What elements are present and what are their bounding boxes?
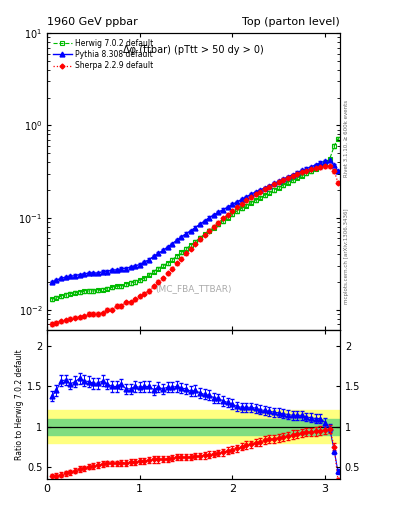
- Legend: Herwig 7.0.2 default, Pythia 8.308 default, Sherpa 2.2.9 default: Herwig 7.0.2 default, Pythia 8.308 defau…: [50, 35, 157, 73]
- Text: mcplots.cern.ch [arXiv:1306.3436]: mcplots.cern.ch [arXiv:1306.3436]: [344, 208, 349, 304]
- Text: 1960 GeV ppbar: 1960 GeV ppbar: [47, 16, 138, 27]
- Y-axis label: Ratio to Herwig 7.0.2 default: Ratio to Herwig 7.0.2 default: [15, 349, 24, 460]
- Bar: [47, 411, 340, 442]
- Text: (MC_FBA_TTBAR): (MC_FBA_TTBAR): [155, 284, 232, 293]
- Text: Rivet 3.1.10, ≥ 600k events: Rivet 3.1.10, ≥ 600k events: [344, 100, 349, 177]
- Text: Top (parton level): Top (parton level): [242, 16, 340, 27]
- Bar: [47, 418, 340, 435]
- Text: Δφ (t̅tbar) (pTtt > 50 dy > 0): Δφ (t̅tbar) (pTtt > 50 dy > 0): [123, 45, 264, 55]
